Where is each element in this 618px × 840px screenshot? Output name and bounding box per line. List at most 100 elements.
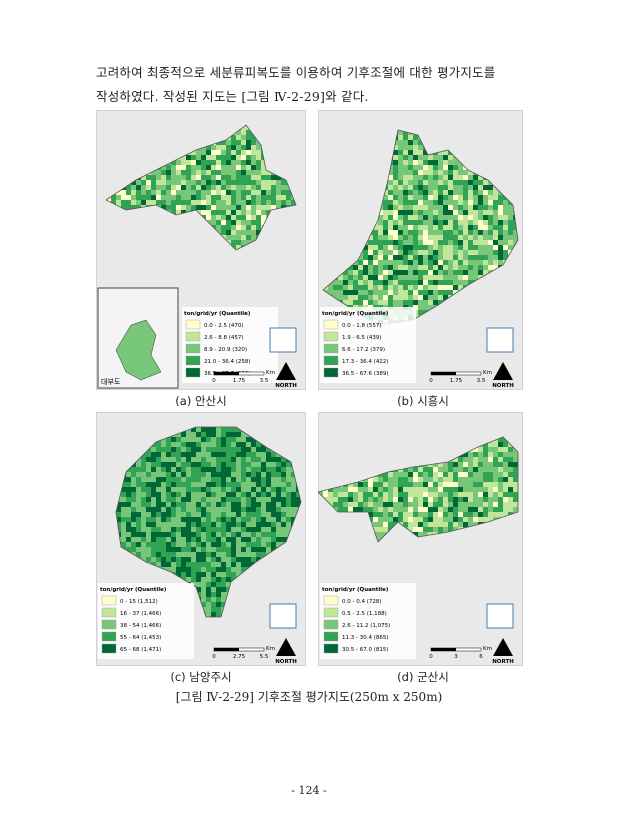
map-cell <box>226 437 231 442</box>
map-cell <box>166 492 171 497</box>
map-cell <box>211 447 216 452</box>
map-cell <box>191 522 196 527</box>
map-cell <box>221 537 226 542</box>
map-cell <box>468 170 473 175</box>
map-cell <box>221 512 226 517</box>
map-cell <box>211 497 216 502</box>
map-cell <box>478 255 483 260</box>
map-cell <box>146 457 151 462</box>
map-cell <box>211 457 216 462</box>
map-cell <box>181 492 186 497</box>
map-cell <box>196 517 201 522</box>
map-cell <box>398 240 403 245</box>
map-cell <box>136 512 141 517</box>
map-cell <box>473 260 478 265</box>
map-cell <box>438 290 443 295</box>
map-cell <box>403 145 408 150</box>
map-cell <box>413 200 418 205</box>
map-cell <box>176 527 181 532</box>
map-cell <box>388 190 393 195</box>
map-cell <box>393 210 398 215</box>
map-cell <box>216 522 221 527</box>
map-cell <box>393 265 398 270</box>
map-cell <box>488 230 493 235</box>
map-cell <box>488 225 493 230</box>
map-cell <box>186 487 191 492</box>
map-cell <box>141 537 146 542</box>
map-cell <box>443 265 448 270</box>
map-cell <box>498 195 503 200</box>
map-cell <box>513 240 518 245</box>
map-cell <box>498 250 503 255</box>
map-cell <box>508 235 513 240</box>
map-cell <box>181 185 186 190</box>
map-cell <box>433 275 438 280</box>
map-cell <box>196 572 201 577</box>
map-cell <box>398 190 403 195</box>
map-cell <box>353 275 358 280</box>
map-cell <box>131 537 136 542</box>
map-cell <box>393 250 398 255</box>
map-cell <box>493 255 498 260</box>
map-cell <box>216 577 221 582</box>
map-cell <box>216 472 221 477</box>
map-cell <box>246 235 251 240</box>
map-cell <box>403 200 408 205</box>
legend-swatch <box>323 331 339 342</box>
map-cell <box>206 155 211 160</box>
map-cell <box>423 210 428 215</box>
legend-label: 8.9 - 20.9 (320) <box>204 347 247 353</box>
map-cell <box>201 497 206 502</box>
map-cell <box>206 195 211 200</box>
map-cell <box>141 185 146 190</box>
map-cell <box>216 612 221 617</box>
map-cell <box>403 300 408 305</box>
map-cell <box>156 467 161 472</box>
map-cell <box>146 200 151 205</box>
map-cell <box>428 245 433 250</box>
map-cell <box>256 225 261 230</box>
map-cell <box>171 492 176 497</box>
map-cell <box>186 432 191 437</box>
map-cell <box>403 260 408 265</box>
map-cell <box>443 160 448 165</box>
map-cell <box>116 200 121 205</box>
map-cell <box>468 280 473 285</box>
map-cell <box>191 527 196 532</box>
map-cell <box>211 442 216 447</box>
map-cell <box>458 210 463 215</box>
map-cell <box>221 457 226 462</box>
map-cell <box>141 472 146 477</box>
map-cell <box>156 522 161 527</box>
map-cell <box>398 145 403 150</box>
map-cell <box>221 185 226 190</box>
map-cell <box>211 150 216 155</box>
map-cell <box>483 250 488 255</box>
map-cell <box>166 552 171 557</box>
map-cell <box>201 592 206 597</box>
map-cell <box>181 482 186 487</box>
map-cell <box>156 200 161 205</box>
map-cell <box>256 145 261 150</box>
map-cell <box>468 185 473 190</box>
map-cell <box>226 477 231 482</box>
map-cell <box>206 542 211 547</box>
map-cell <box>216 607 221 612</box>
map-cell <box>251 185 256 190</box>
map-cell <box>241 195 246 200</box>
map-cell <box>478 235 483 240</box>
map-cell <box>458 220 463 225</box>
map-cell <box>433 290 438 295</box>
map-cell <box>348 290 353 295</box>
map-cell <box>353 270 358 275</box>
legend-label: 17.3 - 36.4 (422) <box>342 359 389 365</box>
map-cell <box>448 285 453 290</box>
map-cell <box>493 210 498 215</box>
map-cell <box>151 452 156 457</box>
map-cell <box>201 572 206 577</box>
map-cell <box>206 165 211 170</box>
map-cell <box>428 240 433 245</box>
map-cell <box>433 180 438 185</box>
map-cell <box>478 210 483 215</box>
